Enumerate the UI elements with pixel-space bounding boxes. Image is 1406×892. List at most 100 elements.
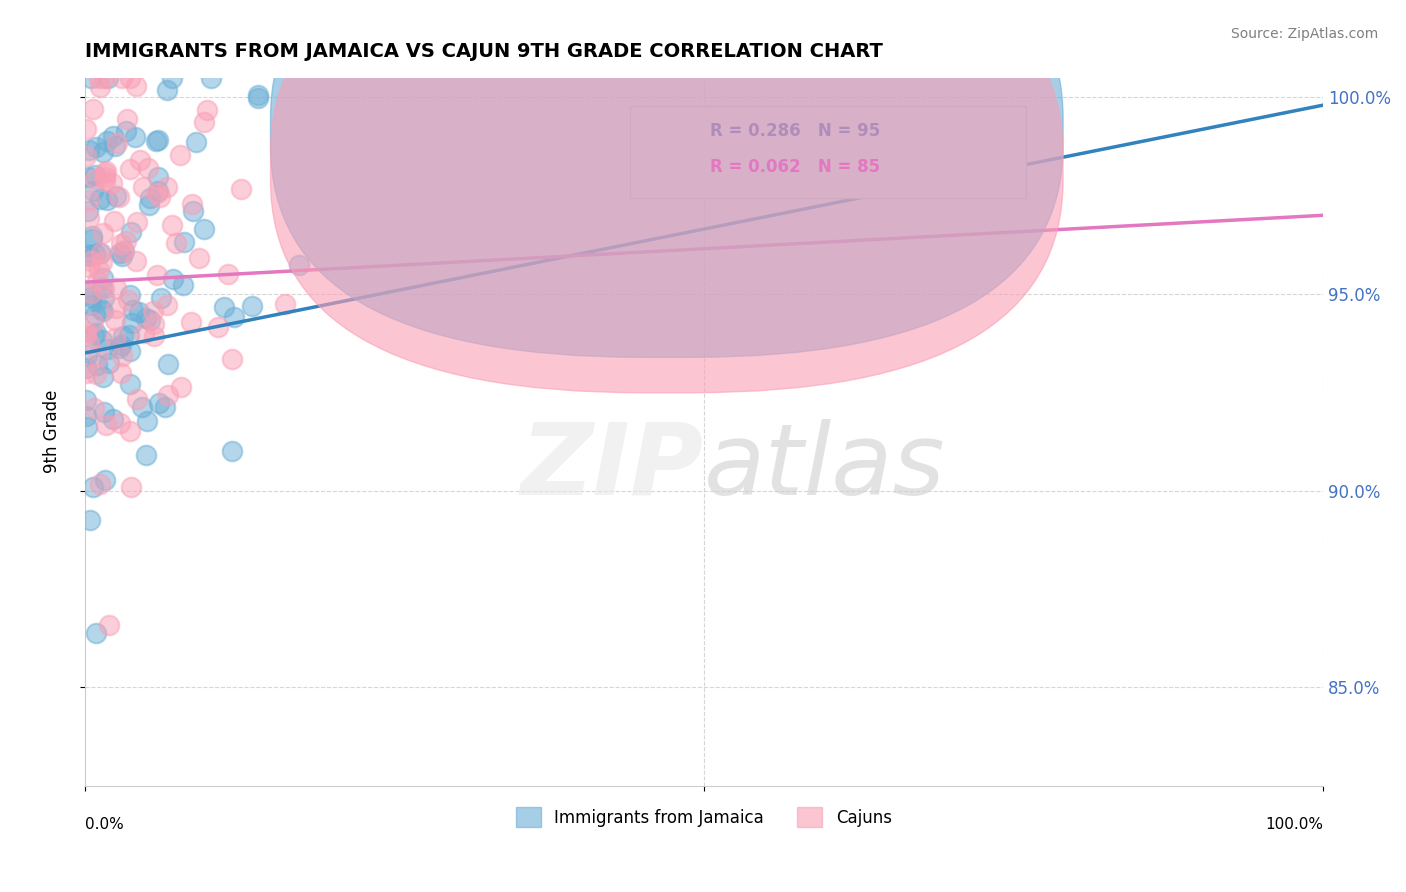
Point	[217, 268, 239, 282]
Point	[103, 412, 125, 426]
Point	[75, 361, 97, 376]
Point	[103, 213, 125, 227]
Point	[173, 235, 195, 250]
Point	[84, 626, 107, 640]
Point	[94, 169, 117, 184]
Point	[83, 169, 105, 183]
Point	[101, 128, 124, 143]
Point	[82, 480, 104, 494]
Point	[91, 227, 114, 241]
Point	[142, 304, 165, 318]
Point	[91, 370, 114, 384]
Point	[93, 166, 115, 180]
Point	[110, 246, 132, 260]
Point	[212, 301, 235, 315]
Point	[180, 315, 202, 329]
Text: 0.0%: 0.0%	[84, 817, 124, 832]
Point	[80, 70, 103, 85]
Point	[129, 153, 152, 167]
Point	[77, 335, 100, 350]
Point	[94, 418, 117, 433]
Point	[138, 191, 160, 205]
Point	[155, 83, 177, 97]
Point	[111, 349, 134, 363]
Point	[122, 302, 145, 317]
Point	[118, 287, 141, 301]
Point	[146, 133, 169, 147]
Point	[86, 274, 108, 288]
Text: IMMIGRANTS FROM JAMAICA VS CAJUN 9TH GRADE CORRELATION CHART: IMMIGRANTS FROM JAMAICA VS CAJUN 9TH GRA…	[84, 42, 883, 61]
Point	[82, 316, 104, 330]
Point	[135, 414, 157, 428]
Point	[172, 277, 194, 292]
Point	[90, 255, 112, 269]
Point	[89, 476, 111, 491]
Point	[83, 247, 105, 261]
Point	[97, 70, 120, 85]
Point	[82, 103, 104, 117]
Point	[149, 291, 172, 305]
Point	[120, 480, 142, 494]
Point	[91, 270, 114, 285]
Point	[165, 235, 187, 250]
Point	[138, 198, 160, 212]
Point	[132, 180, 155, 194]
Point	[79, 286, 101, 301]
Point	[87, 349, 110, 363]
Point	[93, 283, 115, 297]
Point	[77, 193, 100, 207]
Point	[115, 235, 138, 249]
Point	[83, 401, 105, 416]
Point	[111, 70, 134, 85]
Point	[146, 184, 169, 198]
Point	[89, 192, 111, 206]
Point	[112, 244, 135, 258]
Point	[246, 88, 269, 103]
Point	[120, 161, 142, 176]
Point	[96, 164, 118, 178]
Point	[97, 618, 120, 632]
Point	[104, 313, 127, 327]
Text: ZIP: ZIP	[522, 418, 704, 516]
Point	[160, 218, 183, 232]
Point	[108, 417, 131, 431]
Point	[110, 236, 132, 251]
Point	[82, 228, 104, 243]
Text: R = 0.062   N = 85: R = 0.062 N = 85	[710, 158, 880, 176]
Point	[222, 310, 245, 324]
Point	[121, 316, 143, 330]
Point	[195, 103, 218, 117]
Point	[127, 215, 149, 229]
Point	[96, 134, 118, 148]
Point	[145, 134, 167, 148]
Point	[94, 174, 117, 188]
Point	[193, 222, 215, 236]
Point	[90, 301, 112, 316]
Point	[75, 409, 97, 424]
Point	[120, 225, 142, 239]
Point	[231, 181, 253, 195]
Point	[110, 249, 132, 263]
Point	[117, 293, 139, 308]
Point	[90, 281, 112, 295]
Point	[125, 253, 148, 268]
Point	[76, 204, 98, 219]
Point	[207, 319, 229, 334]
Point	[160, 70, 183, 85]
Text: Source: ZipAtlas.com: Source: ZipAtlas.com	[1230, 27, 1378, 41]
Point	[93, 70, 115, 85]
Point	[186, 136, 208, 150]
Point	[89, 263, 111, 277]
Point	[86, 358, 108, 372]
FancyBboxPatch shape	[270, 0, 1063, 358]
Point	[96, 342, 118, 356]
Point	[84, 171, 107, 186]
Point	[138, 161, 160, 176]
Point	[156, 387, 179, 401]
Point	[93, 291, 115, 305]
Point	[114, 124, 136, 138]
Point	[82, 184, 104, 198]
Point	[75, 366, 97, 380]
Point	[101, 176, 124, 190]
Point	[84, 326, 107, 341]
